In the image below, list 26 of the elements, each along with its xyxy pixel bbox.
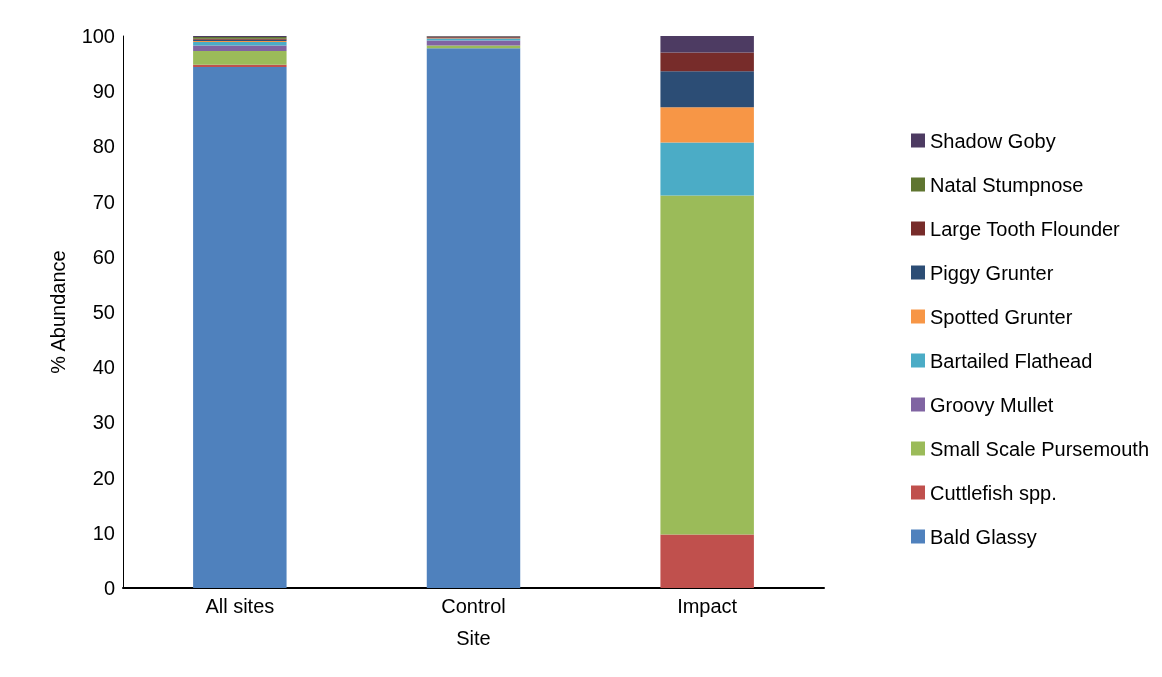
y-axis-title: % Abundance [47, 250, 69, 374]
y-tick-label: 0 [103, 577, 115, 599]
x-axis-title: Site [456, 627, 491, 649]
legend-label: Natal Stumpnose [930, 173, 1084, 196]
legend-label: Bartailed Flathead [930, 349, 1093, 372]
legend-label: Large Tooth Flounder [930, 217, 1121, 240]
legend-label: Bald Glassy [930, 525, 1037, 548]
legend-label: Shadow Goby [930, 129, 1056, 152]
y-tick-label: 20 [92, 466, 115, 489]
y-tick-label: 100 [81, 25, 115, 47]
y-tick-label: 10 [92, 521, 115, 544]
y-tick-label: 40 [92, 356, 115, 379]
x-tick-label: All sites [205, 595, 275, 617]
x-tick-label: Control [441, 595, 506, 617]
legend-label: Piggy Grunter [930, 261, 1054, 284]
x-tick-label: Impact [677, 595, 738, 617]
y-tick-label: 90 [92, 80, 115, 103]
y-tick-label: 80 [92, 135, 115, 158]
legend-label: Groovy Mullet [930, 393, 1054, 416]
legend-label: Spotted Grunter [930, 305, 1073, 328]
y-tick-label: 60 [92, 245, 115, 268]
y-tick-label: 70 [92, 190, 115, 213]
y-tick-label: 30 [92, 411, 115, 434]
legend-label: Cuttlefish spp. [930, 481, 1057, 504]
legend-label: Small Scale Pursemouth [930, 437, 1149, 460]
y-tick-label: 50 [92, 301, 115, 323]
